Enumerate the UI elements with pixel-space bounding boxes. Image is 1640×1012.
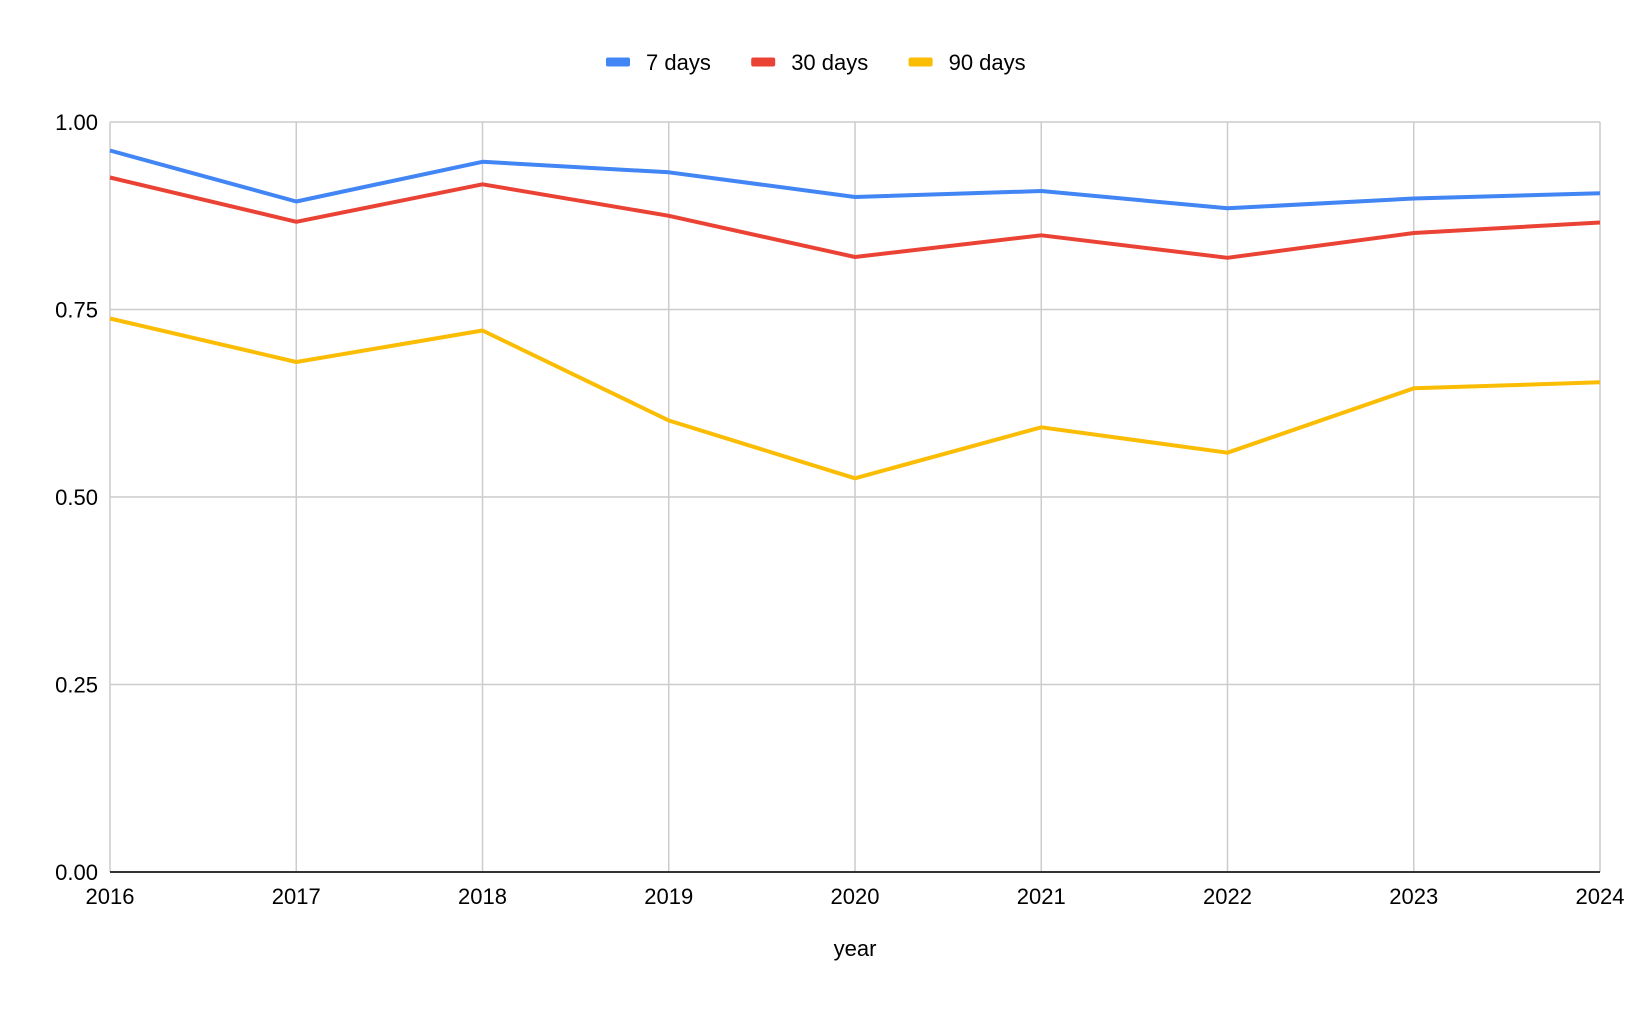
y-tick-label: 0.75 bbox=[55, 298, 98, 323]
legend: 7 days 30 days 90 days bbox=[606, 50, 1026, 75]
x-axis-ticks: 2016 2017 2018 2019 2020 2021 2022 2023 2024 bbox=[86, 884, 1625, 909]
legend-swatch bbox=[606, 57, 630, 67]
legend-item: 7 days bbox=[606, 50, 711, 75]
x-tick-label: 2022 bbox=[1203, 884, 1252, 909]
x-tick-label: 2018 bbox=[458, 884, 507, 909]
legend-item: 30 days bbox=[751, 50, 868, 75]
gridlines bbox=[109, 121, 1601, 873]
x-tick-label: 2019 bbox=[644, 884, 693, 909]
x-tick-label: 2024 bbox=[1576, 884, 1625, 909]
y-tick-label: 0.00 bbox=[55, 860, 98, 885]
x-tick-label: 2016 bbox=[86, 884, 135, 909]
legend-label: 7 days bbox=[646, 50, 711, 75]
x-tick-label: 2021 bbox=[1017, 884, 1066, 909]
legend-item: 90 days bbox=[908, 50, 1026, 75]
series-line-7-days bbox=[109, 148, 1601, 211]
legend-label: 30 days bbox=[791, 50, 868, 75]
series-line-90-days bbox=[109, 316, 1601, 481]
legend-swatch bbox=[908, 57, 933, 67]
y-tick-label: 0.25 bbox=[55, 673, 98, 698]
legend-swatch bbox=[751, 57, 776, 67]
x-tick-label: 2020 bbox=[831, 884, 880, 909]
y-tick-label: 1.00 bbox=[55, 110, 98, 135]
x-tick-label: 2023 bbox=[1389, 884, 1438, 909]
x-axis-title: year bbox=[834, 936, 877, 961]
x-tick-label: 2017 bbox=[272, 884, 321, 909]
y-axis-ticks: 0.00 0.25 0.50 0.75 1.00 bbox=[55, 110, 98, 885]
y-tick-label: 0.50 bbox=[55, 485, 98, 510]
series-lines bbox=[109, 148, 1601, 481]
legend-label: 90 days bbox=[949, 50, 1026, 75]
series-line-30-days bbox=[109, 175, 1601, 260]
